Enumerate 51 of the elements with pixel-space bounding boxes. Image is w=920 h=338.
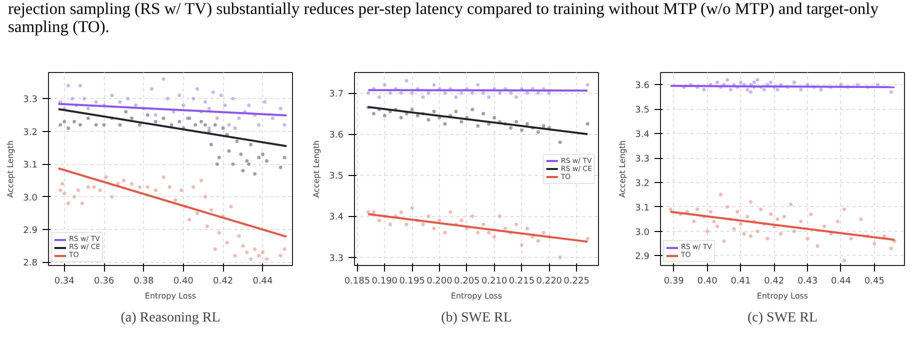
y-tick-label: 3.3 <box>329 254 344 264</box>
y-tick-label: 2.9 <box>23 226 38 236</box>
x-tick-label: 0.190 <box>372 276 398 286</box>
x-tick-label: 0.185 <box>344 276 370 286</box>
x-tick-label: 0.225 <box>564 276 590 286</box>
x-tick-label: 0.40 <box>173 276 194 286</box>
y-tick-label: 2.9 <box>635 252 650 262</box>
x-tick-label: 0.39 <box>664 276 684 286</box>
x-tick-label: 0.44 <box>830 276 852 286</box>
x-tick-label: 0.44 <box>252 276 274 286</box>
x-axis-title: Entropy Loss <box>450 292 502 300</box>
y-axis-title: Accept Length <box>312 140 322 198</box>
y-tick-label: 2.8 <box>23 258 38 269</box>
x-tick-label: 0.195 <box>399 276 425 286</box>
y-tick-label: 3.5 <box>329 172 344 182</box>
x-tick-label: 0.34 <box>54 276 75 286</box>
y-tick-label: 3.1 <box>635 203 650 214</box>
x-tick-label: 0.43 <box>798 276 818 286</box>
y-tick-label: 3.5 <box>635 106 650 116</box>
x-axis-title: Entropy Loss <box>756 292 808 300</box>
x-tick-label: 0.36 <box>94 276 114 286</box>
y-tick-label: 3.6 <box>329 130 344 141</box>
y-tick-label: 3.0 <box>23 193 38 204</box>
y-tick-label: 3.3 <box>635 154 650 165</box>
y-tick-label: 3.1 <box>23 160 38 171</box>
y-axis-title: Accept Length <box>618 140 628 198</box>
text: (b) SWE RL <box>441 310 512 326</box>
x-tick-label: 0.45 <box>864 276 884 286</box>
x-axis-title: Entropy Loss <box>144 292 196 300</box>
y-tick-label: 3.4 <box>635 130 650 140</box>
x-tick-label: 0.42 <box>213 276 234 286</box>
x-tick-label: 0.41 <box>730 276 751 286</box>
y-tick-label: 3.6 <box>635 81 650 92</box>
text: (a) Reasoning RL <box>120 310 220 326</box>
x-tick-label: 0.38 <box>134 276 154 286</box>
y-tick-label: 3.2 <box>23 128 38 138</box>
y-tick-label: 3.4 <box>329 212 344 223</box>
x-tick-label: 0.42 <box>764 276 784 286</box>
x-tick-label: 0.215 <box>508 276 535 286</box>
y-tick-label: 3.7 <box>329 90 344 100</box>
y-tick-label: 3.3 <box>23 95 38 106</box>
x-tick-label: 0.40 <box>697 276 718 286</box>
text: (c) SWE RL <box>748 310 818 326</box>
x-tick-label: 0.210 <box>481 276 508 286</box>
text: rejection sampling (RS w/ TV) substantially reduces per-step latency compared to training without MTP (w/o MTP) and target-only sampling (TO). <box>8 0 880 36</box>
x-tick-label: 0.220 <box>536 276 562 286</box>
x-tick-label: 0.200 <box>426 276 453 286</box>
y-tick-label: 3.0 <box>635 228 650 238</box>
x-tick-label: 0.205 <box>454 276 480 286</box>
y-axis-title: Accept Length <box>6 140 16 198</box>
y-tick-label: 3.2 <box>635 178 650 189</box>
